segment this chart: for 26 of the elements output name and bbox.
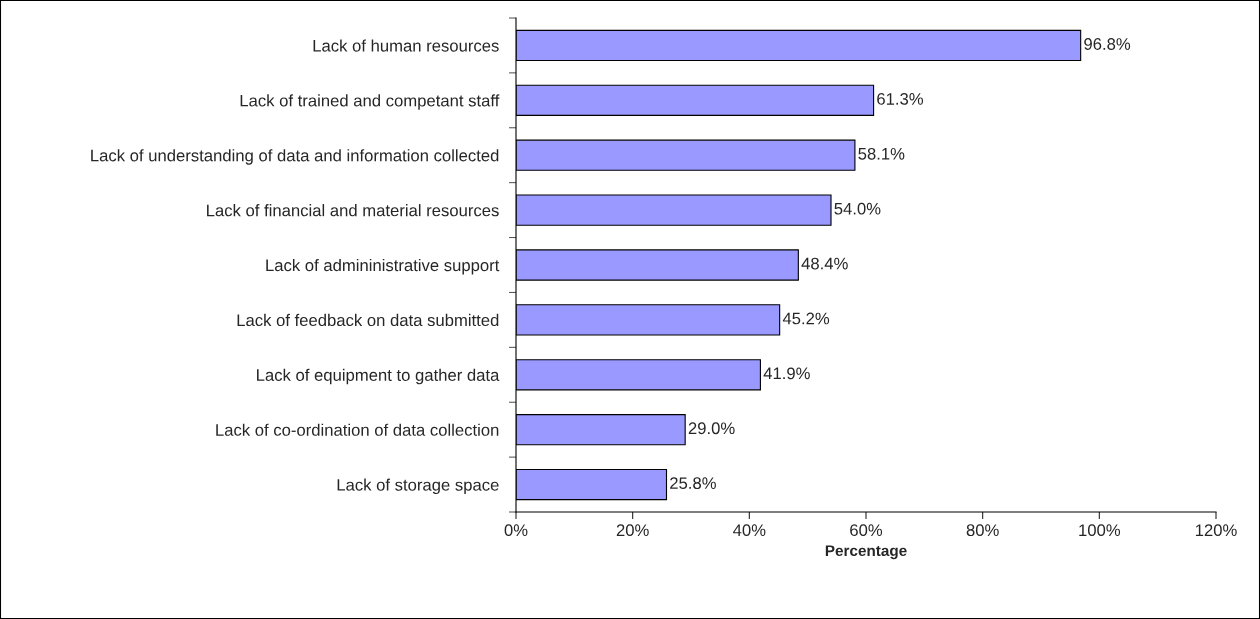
- data-label: 58.1%: [858, 147, 905, 160]
- data-label: 29.0%: [688, 422, 735, 435]
- data-label: 61.3%: [877, 93, 924, 105]
- data-label: 48.4%: [801, 257, 848, 270]
- data-label: 54.0%: [834, 202, 881, 215]
- y-tick-label: Lack of human resources: [313, 39, 499, 52]
- data-label: 25.8%: [670, 477, 716, 490]
- x-tick-label: 20%: [616, 524, 649, 537]
- y-tick-label: Lack of understanding of data and information collected: [91, 149, 499, 165]
- data-label: 96.8%: [1084, 38, 1131, 50]
- x-tick-label: 0%: [504, 524, 528, 537]
- y-tick-label: Lack of admininistrative support: [266, 258, 500, 275]
- x-tick-label: 40%: [733, 524, 766, 537]
- x-tick-label: 80%: [966, 524, 999, 537]
- x-tick-label: 120%: [1195, 524, 1237, 537]
- y-tick-label: Lack of trained and competant staff: [240, 94, 500, 110]
- x-tick-label: 100%: [1079, 524, 1121, 537]
- data-label: 45.2%: [782, 312, 830, 325]
- data-label: 41.9%: [763, 367, 810, 380]
- y-tick-label: Lack of co-ordination of data collection: [216, 423, 499, 436]
- x-tick-label: 60%: [850, 524, 883, 537]
- y-tick-label: Lack of storage space: [337, 478, 499, 495]
- x-axis-title: Percentage: [825, 545, 907, 560]
- y-tick-label: Lack of financial and material resources: [207, 204, 499, 217]
- y-tick-label: Lack of equipment to gather data: [257, 368, 500, 385]
- y-tick-label: Lack of feedback on data submitted: [237, 313, 499, 327]
